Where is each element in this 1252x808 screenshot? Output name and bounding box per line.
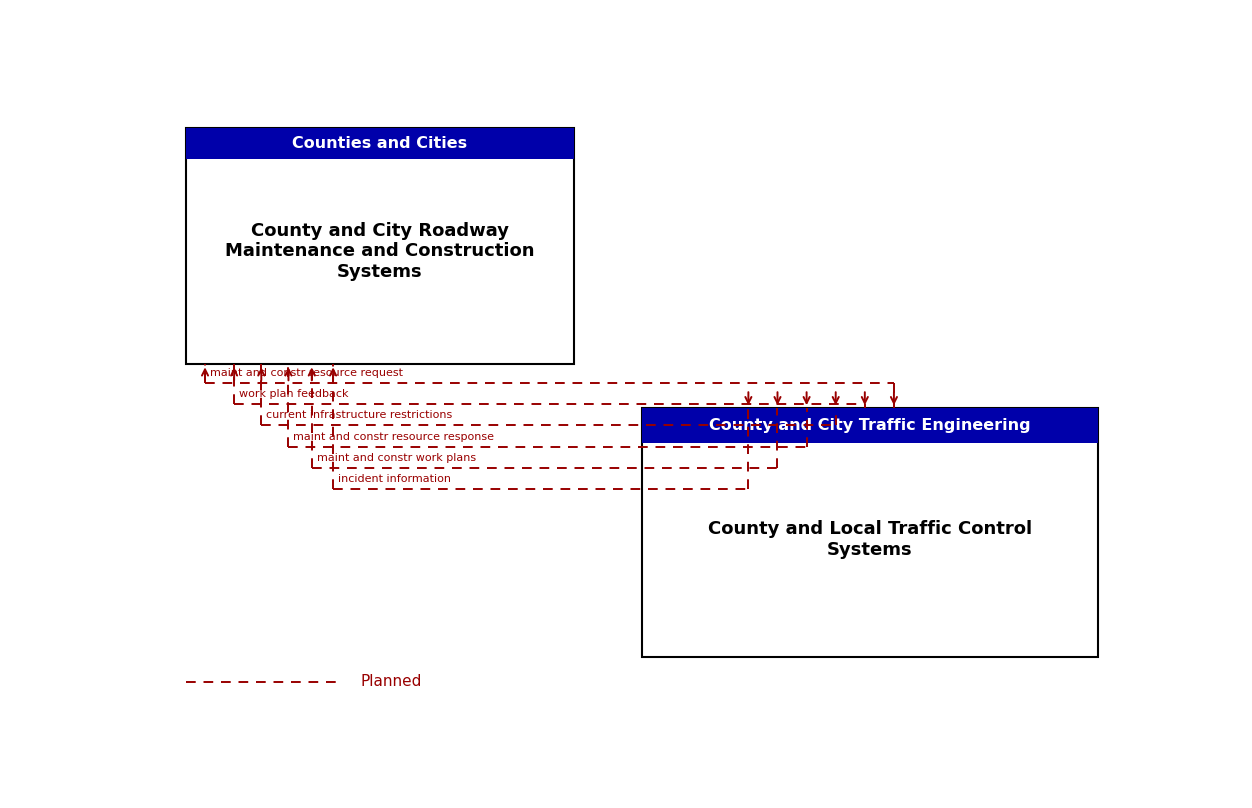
Bar <box>185 128 573 364</box>
Text: maint and constr resource request: maint and constr resource request <box>210 368 403 378</box>
Text: incident information: incident information <box>338 474 451 484</box>
Bar <box>641 408 1098 657</box>
Text: County and Local Traffic Control
Systems: County and Local Traffic Control Systems <box>707 520 1032 558</box>
Text: maint and constr work plans: maint and constr work plans <box>317 452 476 463</box>
Text: County and City Roadway
Maintenance and Construction
Systems: County and City Roadway Maintenance and … <box>225 221 535 281</box>
Bar <box>185 128 573 159</box>
Text: Counties and Cities: Counties and Cities <box>292 136 467 151</box>
Text: work plan feedback: work plan feedback <box>239 389 348 399</box>
Text: maint and constr resource response: maint and constr resource response <box>293 431 495 442</box>
Text: current infrastructure restrictions: current infrastructure restrictions <box>267 410 452 420</box>
Text: County and City Traffic Engineering: County and City Traffic Engineering <box>709 418 1030 433</box>
Text: Planned: Planned <box>361 675 422 689</box>
Bar <box>641 408 1098 443</box>
